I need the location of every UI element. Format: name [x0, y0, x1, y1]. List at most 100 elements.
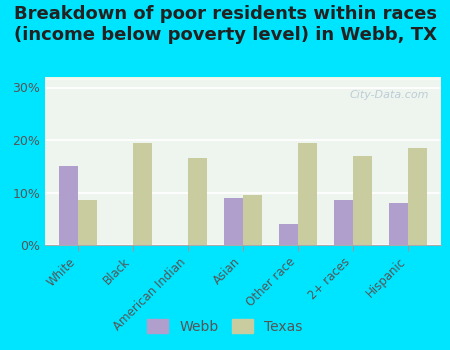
Bar	[334, 200, 353, 245]
Bar	[45, 78, 441, 79]
Bar	[45, 78, 441, 79]
Bar	[45, 77, 441, 79]
Bar	[45, 78, 441, 79]
Bar	[45, 78, 441, 80]
Bar	[45, 79, 441, 80]
Bar	[45, 77, 441, 79]
Bar	[45, 78, 441, 80]
Bar	[45, 78, 441, 79]
Bar	[45, 77, 441, 79]
Bar	[45, 77, 441, 79]
Bar	[45, 77, 441, 79]
Bar	[45, 78, 441, 79]
Bar	[45, 78, 441, 79]
Bar	[45, 77, 441, 79]
Bar	[45, 78, 441, 80]
Bar	[45, 78, 441, 80]
Bar	[45, 79, 441, 80]
Bar	[45, 78, 441, 80]
Bar	[45, 78, 441, 79]
Bar	[45, 78, 441, 79]
Bar	[45, 77, 441, 79]
Bar	[45, 78, 441, 79]
Bar	[45, 77, 441, 79]
Bar	[45, 78, 441, 79]
Bar	[45, 77, 441, 79]
Bar	[45, 77, 441, 79]
Bar	[45, 77, 441, 79]
Bar	[224, 198, 243, 245]
Bar	[45, 78, 441, 79]
Bar	[45, 77, 441, 79]
Bar	[45, 77, 441, 79]
Bar	[45, 77, 441, 79]
Bar	[45, 78, 441, 79]
Bar	[45, 78, 441, 79]
Bar	[45, 78, 441, 80]
Bar	[45, 78, 441, 79]
Bar	[59, 166, 78, 245]
Bar	[45, 77, 441, 79]
Bar	[45, 78, 441, 80]
Bar	[45, 78, 441, 79]
Bar	[133, 143, 152, 245]
Bar	[45, 77, 441, 79]
Bar	[45, 78, 441, 80]
Bar	[45, 77, 441, 79]
Bar	[45, 79, 441, 80]
Bar	[45, 78, 441, 79]
Bar	[45, 78, 441, 80]
Bar	[45, 79, 441, 80]
Bar	[45, 78, 441, 80]
Bar	[45, 78, 441, 80]
Bar	[45, 78, 441, 79]
Bar	[45, 77, 441, 79]
Bar	[45, 78, 441, 80]
Bar	[45, 78, 441, 80]
Bar	[45, 77, 441, 79]
Bar	[45, 79, 441, 80]
Bar	[45, 79, 441, 80]
Bar	[45, 78, 441, 80]
Bar	[45, 78, 441, 80]
Bar	[45, 78, 441, 80]
Bar	[45, 77, 441, 79]
Bar	[45, 78, 441, 80]
Bar	[45, 77, 441, 79]
Text: City-Data.com: City-Data.com	[350, 90, 429, 100]
Bar	[45, 78, 441, 79]
Bar	[45, 77, 441, 79]
Bar	[45, 77, 441, 79]
Bar	[353, 156, 372, 245]
Bar	[45, 78, 441, 79]
Bar	[45, 78, 441, 80]
Bar	[45, 78, 441, 80]
Bar	[45, 78, 441, 80]
Legend: Webb, Texas: Webb, Texas	[142, 314, 308, 340]
Bar	[45, 78, 441, 80]
Bar	[45, 78, 441, 80]
Bar	[45, 78, 441, 80]
Bar	[389, 203, 408, 245]
Bar	[45, 78, 441, 80]
Bar	[45, 77, 441, 79]
Bar	[188, 158, 207, 245]
Bar	[45, 78, 441, 80]
Bar	[45, 77, 441, 79]
Bar	[45, 78, 441, 79]
Bar	[45, 78, 441, 80]
Bar	[45, 78, 441, 79]
Bar	[45, 77, 441, 79]
Bar	[45, 78, 441, 80]
Bar	[298, 143, 317, 245]
Bar	[45, 78, 441, 79]
Bar	[45, 77, 441, 79]
Bar	[45, 78, 441, 80]
Bar	[45, 78, 441, 79]
Bar	[45, 78, 441, 80]
Bar	[45, 78, 441, 80]
Bar	[45, 78, 441, 80]
Bar	[45, 77, 441, 79]
Bar	[45, 78, 441, 79]
Text: Breakdown of poor residents within races
(income below poverty level) in Webb, T: Breakdown of poor residents within races…	[14, 5, 436, 44]
